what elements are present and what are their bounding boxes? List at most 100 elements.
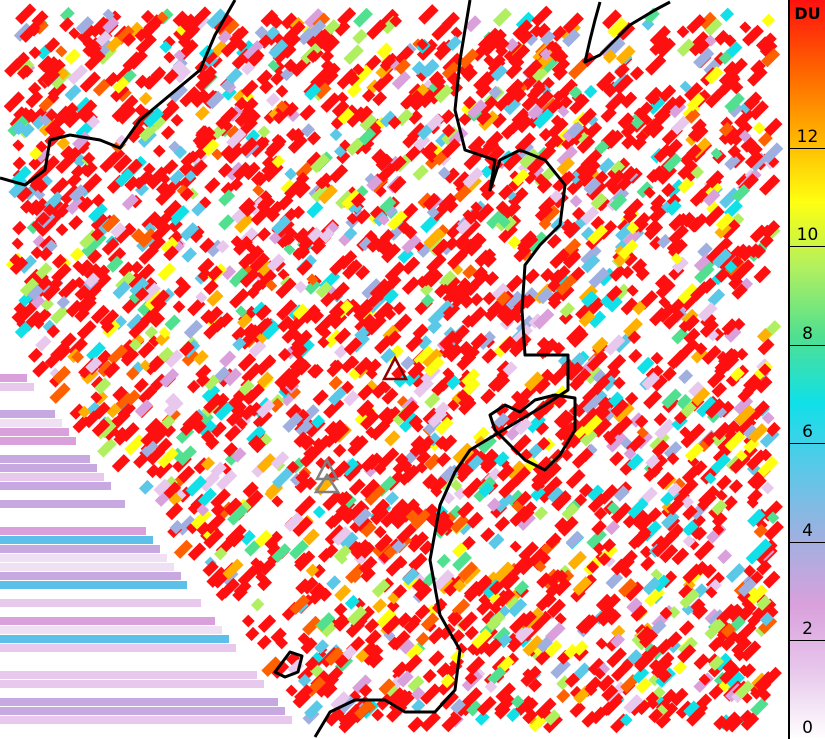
so2-pixel — [462, 377, 481, 396]
so2-pixel — [508, 187, 529, 208]
so2-pixel — [256, 269, 277, 290]
so2-pixel — [420, 683, 442, 705]
so2-pixel — [211, 572, 228, 589]
so2-pixel — [331, 526, 352, 546]
so2-pixel — [346, 355, 360, 369]
so2-pixel — [169, 205, 190, 226]
so2-pixel — [436, 452, 452, 468]
so2-pixel — [420, 711, 441, 732]
so2-pixel — [178, 25, 199, 45]
so2-pixel — [291, 329, 313, 351]
so2-pixel — [355, 501, 370, 517]
so2-pixel — [100, 319, 115, 334]
so2-pixel — [252, 409, 273, 429]
so2-pixel — [716, 474, 732, 491]
so2-pixel — [579, 447, 594, 463]
so2-pixel — [596, 170, 609, 183]
so2-pixel — [231, 326, 248, 342]
so2-pixel — [485, 130, 504, 149]
so2-pixel — [377, 162, 397, 183]
so2-pixel — [631, 528, 651, 548]
so2-pixel — [552, 394, 568, 409]
swath-edge-stripe — [0, 707, 285, 715]
so2-pixel — [758, 688, 772, 702]
so2-pixel — [564, 672, 580, 688]
so2-pixel — [582, 394, 603, 415]
so2-pixel — [546, 233, 562, 249]
so2-pixel — [547, 486, 565, 504]
so2-pixel — [333, 615, 350, 632]
colorbar-tick — [790, 443, 825, 445]
swath-edge-stripe — [0, 527, 146, 535]
so2-pixel — [293, 227, 310, 244]
so2-pixel — [646, 96, 666, 115]
so2-pixel — [441, 123, 456, 138]
so2-pixel — [352, 507, 372, 527]
so2-pixel — [396, 612, 413, 628]
so2-pixel — [626, 284, 639, 297]
so2-pixel — [82, 173, 103, 193]
so2-pixel — [698, 485, 720, 507]
so2-pixel — [757, 456, 779, 478]
so2-pixel — [51, 253, 67, 269]
so2-pixel — [588, 267, 610, 289]
so2-pixel — [333, 344, 349, 359]
so2-pixel — [315, 30, 335, 50]
so2-pixel — [680, 338, 700, 358]
so2-pixel — [579, 206, 600, 226]
so2-pixel — [186, 379, 201, 394]
so2-pixel — [306, 273, 319, 286]
so2-pixel — [590, 215, 605, 231]
so2-pixel — [294, 495, 316, 517]
so2-pixel — [558, 310, 574, 325]
so2-pixel — [150, 66, 167, 82]
so2-pixel — [586, 180, 607, 201]
so2-pixel — [271, 215, 292, 235]
so2-pixel — [285, 403, 302, 420]
so2-pixel — [524, 32, 539, 47]
so2-pixel — [240, 529, 256, 546]
so2-pixel — [494, 492, 515, 513]
so2-pixel — [654, 274, 671, 290]
so2-pixel — [354, 325, 370, 342]
so2-pixel — [505, 274, 524, 293]
so2-pixel — [164, 349, 184, 368]
so2-pixel — [371, 148, 387, 165]
so2-pixel — [462, 66, 478, 83]
so2-pixel — [73, 276, 86, 289]
so2-pixel — [703, 58, 722, 77]
so2-pixel — [329, 128, 343, 142]
so2-pixel — [706, 200, 721, 216]
so2-pixel — [59, 6, 75, 22]
so2-pixel — [476, 109, 492, 126]
so2-pixel — [221, 265, 237, 281]
so2-pixel — [381, 243, 401, 264]
so2-pixel — [210, 461, 227, 478]
so2-pixel — [517, 506, 535, 524]
so2-pixel — [598, 157, 615, 174]
so2-pixel — [447, 611, 463, 627]
so2-pixel — [314, 639, 330, 655]
so2-pixel — [141, 211, 162, 231]
so2-pixel — [416, 450, 432, 466]
so2-pixel — [550, 658, 571, 679]
so2-pixel — [498, 482, 515, 499]
so2-pixel — [636, 426, 649, 439]
so2-pixel — [309, 309, 325, 325]
so2-pixel — [250, 597, 265, 612]
so2-pixel — [715, 489, 728, 502]
so2-pixel — [520, 665, 542, 687]
so2-pixel — [259, 79, 274, 95]
so2-pixel — [32, 360, 50, 378]
so2-pixel — [418, 4, 439, 25]
so2-pixel — [37, 55, 55, 73]
so2-pixel — [199, 237, 215, 254]
so2-pixel — [11, 237, 24, 250]
so2-pixel — [655, 279, 676, 299]
so2-pixel — [536, 572, 553, 589]
so2-pixel — [755, 595, 772, 611]
so2-pixel — [647, 507, 663, 523]
colorbar-tick-label: 4 — [802, 520, 813, 541]
so2-pixel — [413, 345, 435, 367]
so2-pixel — [545, 622, 566, 643]
